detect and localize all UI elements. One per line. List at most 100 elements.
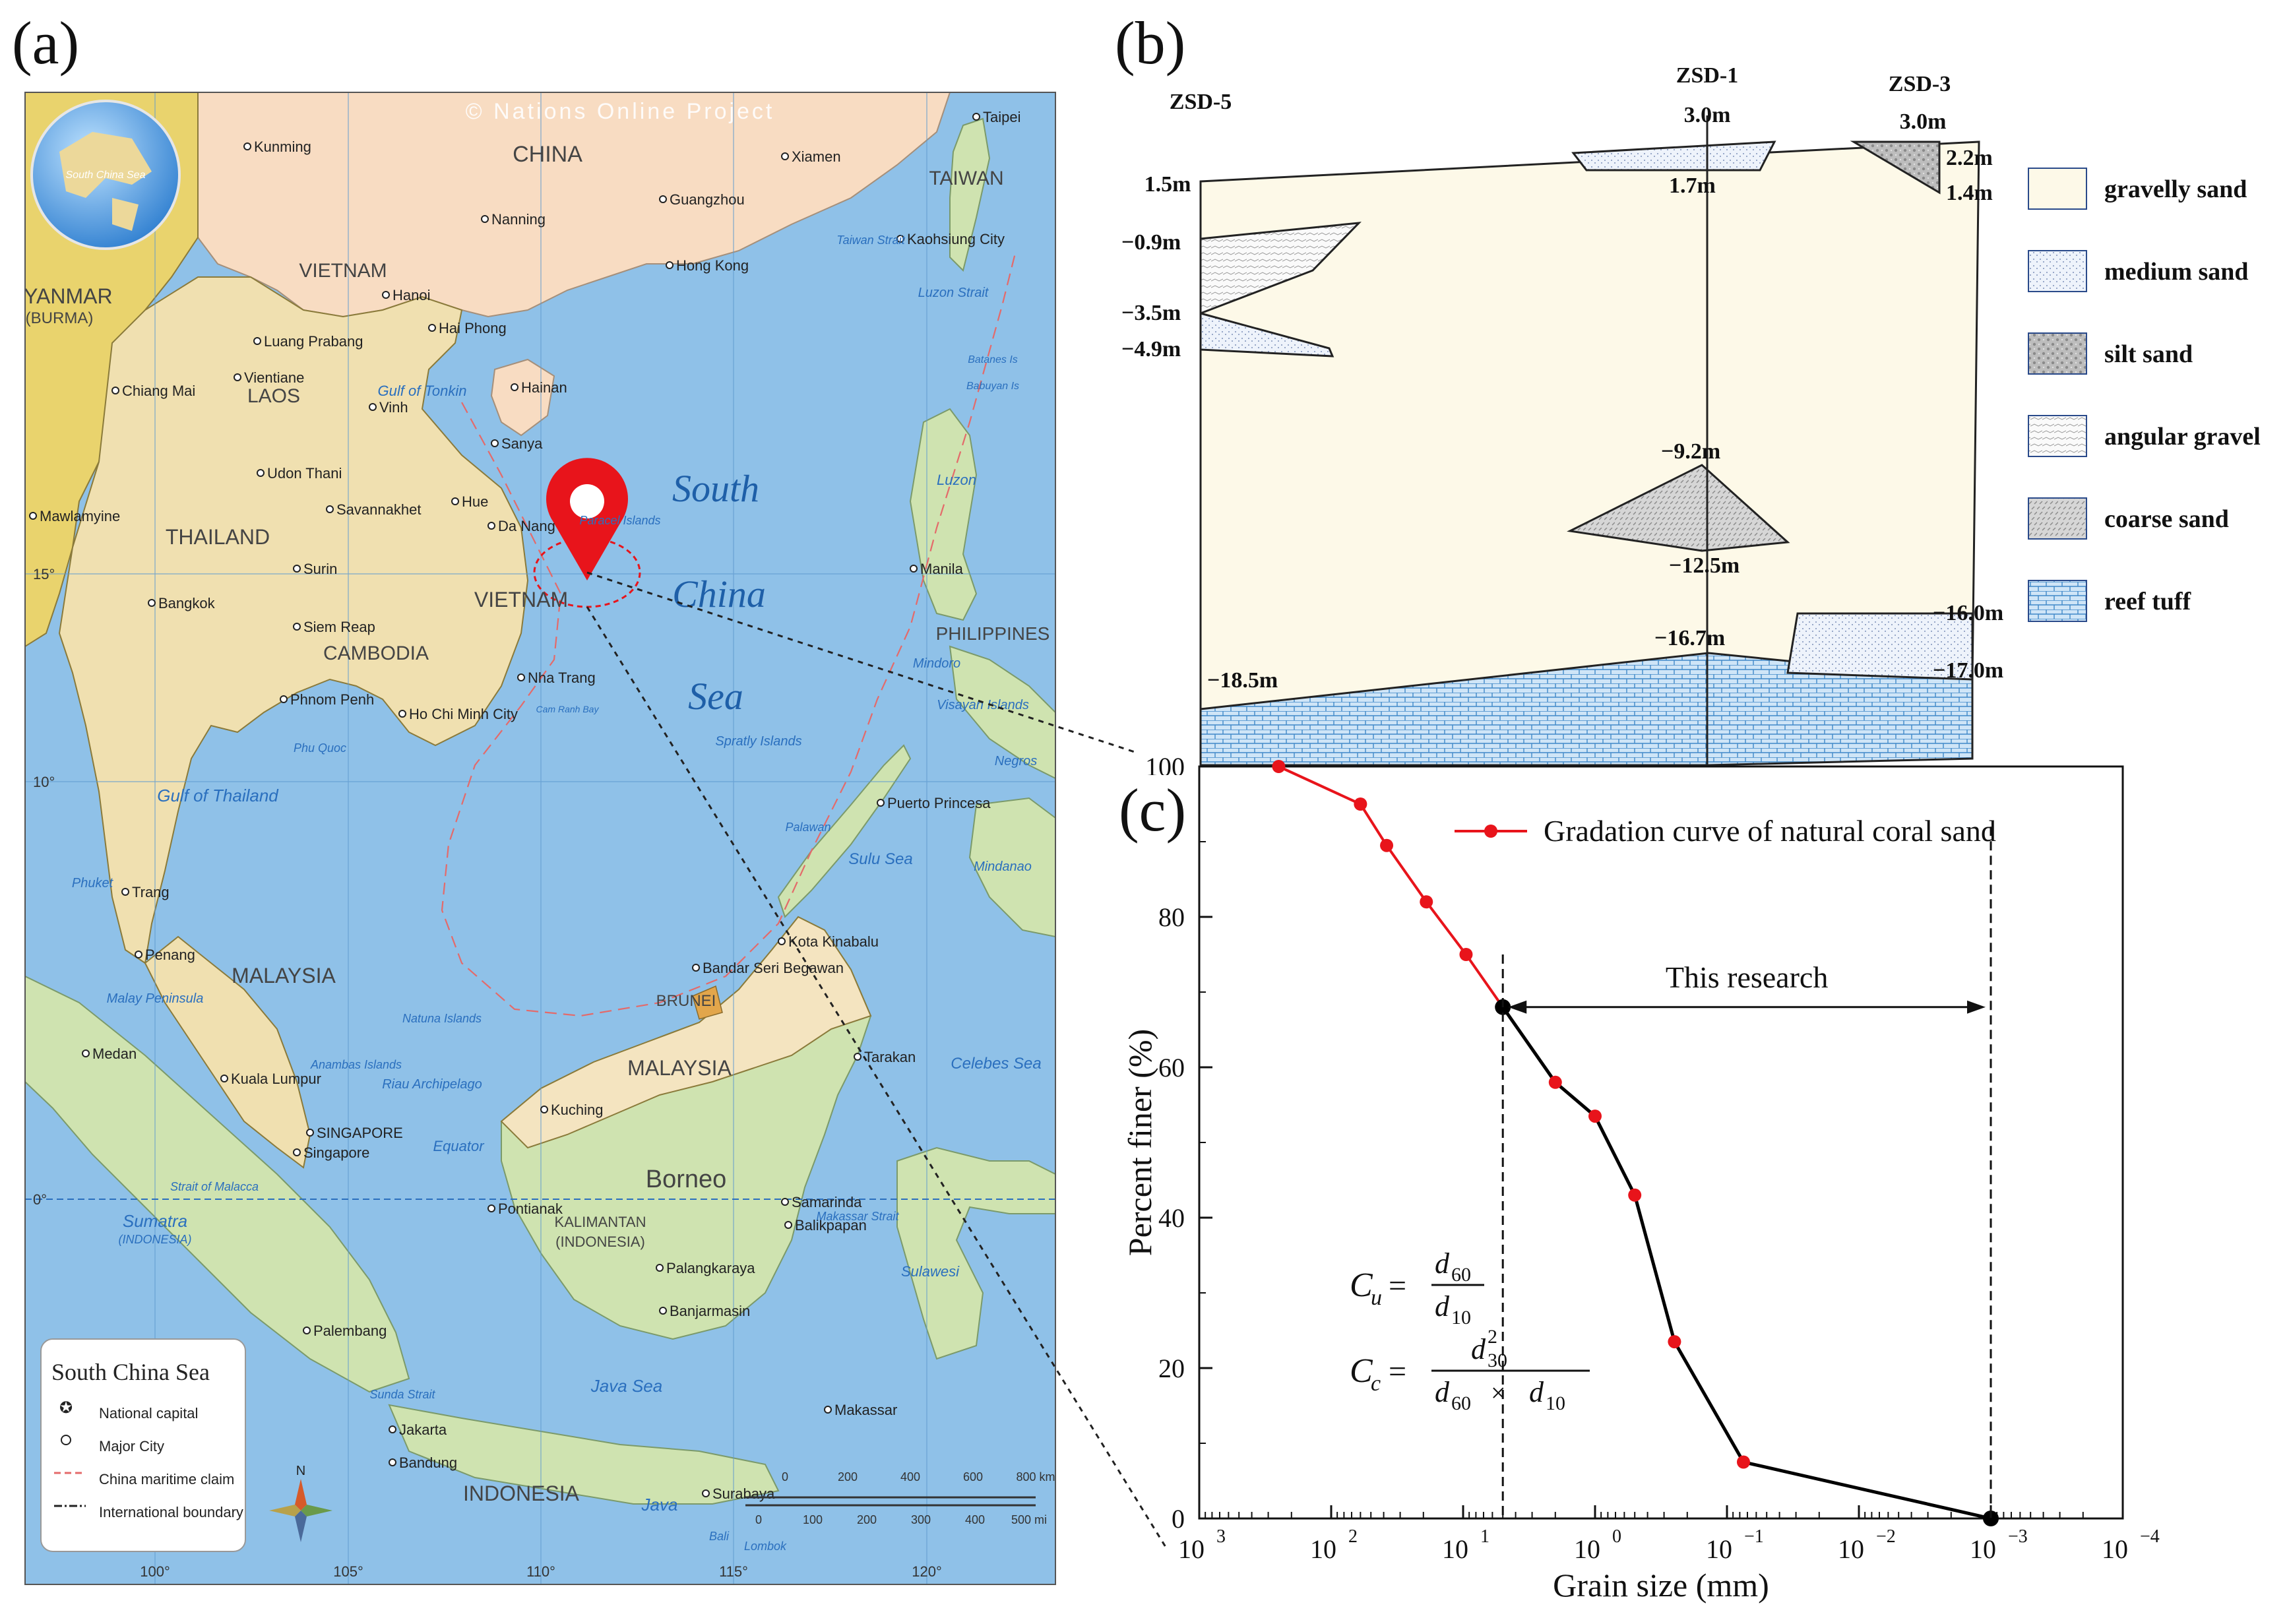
depth-label: −0.9m	[1121, 230, 1181, 255]
city-marker-sanya	[491, 439, 499, 447]
city-marker-balikpapan	[784, 1221, 792, 1229]
scale-mi-label: 0	[755, 1513, 762, 1526]
layer-medium-sand-left	[1199, 312, 1334, 358]
city-marker-pontianak	[487, 1204, 495, 1212]
taiwan-land	[949, 117, 991, 272]
gradation-chart: 10 3 10 2 10 1 10 0 10 −1 10 −2 10 −3 10 −4 02040608010…	[1121, 752, 2160, 1604]
legend-capital-icon: ✪	[59, 1400, 73, 1417]
scale-km-label: 800 km	[1016, 1470, 1055, 1483]
city-marker-hong-kong	[666, 261, 674, 269]
city-marker-da-nang	[487, 522, 495, 530]
legend-label-angular-gravel: angular gravel	[2104, 423, 2261, 451]
scale-km-label: 400	[900, 1470, 920, 1483]
data-point	[1272, 760, 1286, 773]
city-marker-hai-phong	[428, 324, 436, 332]
legend-city-icon	[61, 1435, 71, 1445]
lon-label: 105°	[333, 1563, 363, 1580]
depth-label: −17.0m	[1933, 658, 2003, 683]
water-label-mindoro: Mindoro	[913, 656, 960, 671]
water-label-anambas-islands: Anambas Islands	[310, 1058, 402, 1071]
y-tick-label: 40	[1158, 1203, 1185, 1233]
svg-text:2: 2	[1488, 1326, 1497, 1348]
depth-label: −16.0m	[1933, 601, 2003, 625]
y-tick-label: 20	[1158, 1354, 1185, 1383]
map-legend-title: South China Sea	[51, 1359, 210, 1385]
svg-text:N: N	[296, 1464, 305, 1478]
city-label-bandar-seri-begawan: Bandar Seri Begawan	[703, 960, 844, 976]
svg-text:60: 60	[1451, 1264, 1471, 1286]
sea-label-china: China	[672, 573, 766, 615]
latitude-labels: 15° 10° 0°	[33, 566, 55, 1208]
city-marker-bandar-seri-begawan	[692, 964, 700, 972]
country-label-myanmar: MYANMAR	[6, 284, 112, 308]
x-tick-exponent: 0	[1612, 1526, 1621, 1547]
water-label-equator: Equator	[433, 1138, 485, 1154]
city-marker-surin	[293, 565, 301, 573]
map-legend-item-international-boundary: International boundary	[99, 1504, 243, 1520]
city-marker-makassar	[824, 1406, 832, 1414]
svg-text:d: d	[1529, 1376, 1544, 1408]
data-point	[1983, 1511, 1999, 1526]
city-label-manila: Manila	[920, 561, 964, 577]
city-marker-singapore	[306, 1129, 314, 1137]
borehole-top-zsd-5: 1.5m	[1144, 172, 1191, 197]
water-label-sulawesi: Sulawesi	[901, 1263, 960, 1280]
city-marker-phnom-penh	[280, 695, 288, 703]
city-label-sanya: Sanya	[501, 435, 543, 452]
city-marker-guangzhou	[659, 195, 667, 203]
scale-mi-label: 300	[911, 1513, 931, 1526]
city-marker-banjarmasin	[659, 1307, 667, 1315]
city-label-chiang-mai: Chiang Mai	[122, 383, 195, 399]
chart-x-axis-label: Grain size (mm)	[1553, 1567, 1769, 1604]
sea-label-south: South	[672, 467, 759, 510]
water-label-lombok: Lombok	[744, 1540, 787, 1553]
svg-text:10: 10	[1451, 1307, 1471, 1328]
city-marker-xiamen	[781, 152, 789, 160]
china-land	[197, 92, 951, 318]
data-point	[1420, 895, 1433, 909]
panel-label-b: (b)	[1115, 9, 1186, 77]
city-marker-vientiane	[234, 373, 241, 381]
panel-label-a: (a)	[12, 9, 80, 77]
city-marker-hanoi	[382, 291, 390, 299]
china-maritime-claim	[441, 250, 1017, 1017]
city-label-medan: Medan	[92, 1046, 137, 1062]
water-label-mindanao: Mindanao	[974, 859, 1032, 874]
water-label-spratly-islands: Spratly Islands	[715, 734, 801, 749]
city-marker-mawlamyine	[29, 512, 37, 520]
borehole-name-zsd-5: ZSD-5	[1170, 90, 1232, 114]
svg-text:10: 10	[1546, 1392, 1565, 1414]
city-label-mawlamyine: Mawlamyine	[40, 508, 120, 524]
svg-text:d: d	[1471, 1333, 1486, 1365]
city-label-xiamen: Xiamen	[792, 148, 841, 165]
scale-mi-label: 400	[965, 1513, 985, 1526]
city-labels: Kunming Xiamen Guangzhou Nanning Hong Kong Ta…	[29, 109, 1020, 1502]
legend-swatch-reef-tuff	[2028, 580, 2087, 622]
x-tick-exponent: −1	[1744, 1526, 1764, 1547]
borehole-name-zsd-3: ZSD-3	[1889, 72, 1951, 96]
city-marker-hainan	[511, 383, 518, 391]
depth-label: −16.7m	[1654, 626, 1725, 650]
scale-km-label: 200	[838, 1470, 858, 1483]
x-tick-label: 10	[1838, 1534, 1864, 1564]
city-label-savannakhet: Savannakhet	[336, 501, 421, 518]
y-tick-label: 0	[1172, 1504, 1185, 1534]
east-malaysia-land	[500, 916, 872, 1149]
country-label-philippines: PHILIPPINES	[936, 623, 1050, 644]
city-label-pontianak: Pontianak	[498, 1201, 563, 1217]
city-label-palembang: Palembang	[313, 1323, 387, 1339]
city-marker-bandung	[389, 1458, 396, 1466]
data-point	[1588, 1109, 1602, 1123]
svg-text:c: c	[1371, 1371, 1381, 1396]
water-label-indonesia: (INDONESIA)	[118, 1233, 191, 1246]
legend-swatch-medium-sand	[2028, 250, 2087, 292]
city-label-hai-phong: Hai Phong	[439, 320, 507, 336]
depth-label: −3.5m	[1121, 301, 1181, 325]
sumatra-land	[25, 975, 410, 1393]
city-marker-medan	[82, 1049, 90, 1057]
x-tick-exponent: −2	[1876, 1526, 1896, 1547]
country-labels: CHINA TAIWAN MYANMAR(BURMA) VIETNAM LAOS THAI…	[6, 142, 1050, 1505]
city-label-surabaya: Surabaya	[712, 1485, 775, 1502]
data-point	[1354, 797, 1367, 811]
